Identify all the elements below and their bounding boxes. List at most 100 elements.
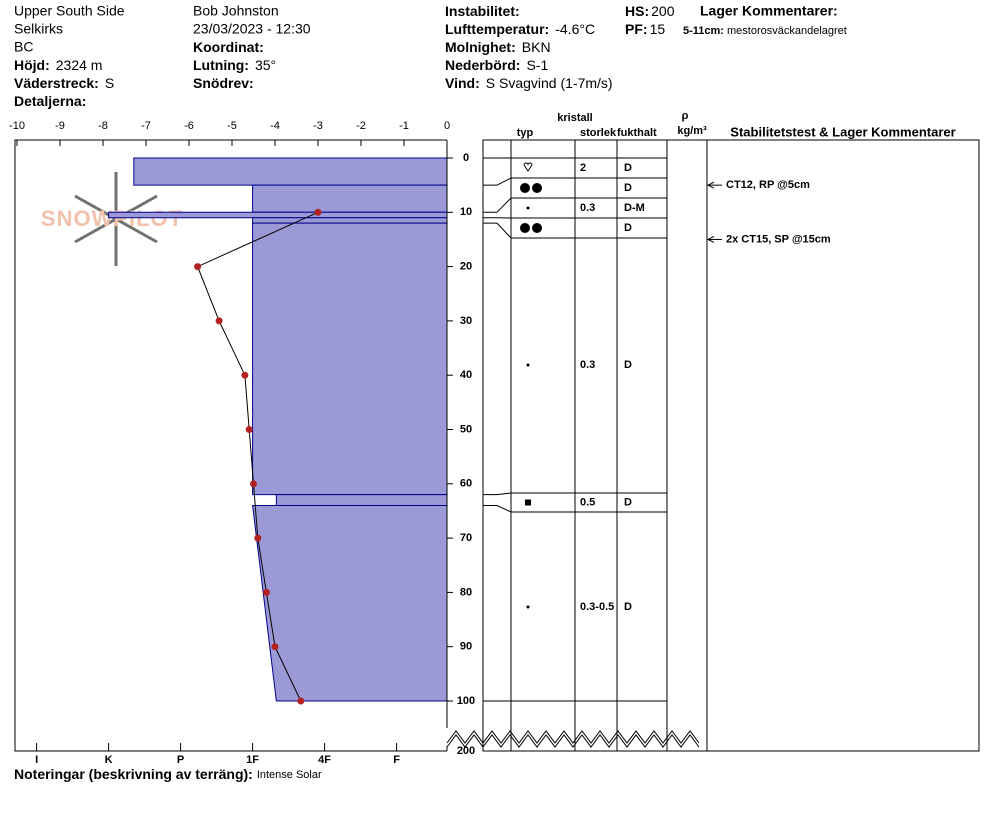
y-tick-label: 50 <box>460 423 472 435</box>
site-line: Upper South Side <box>14 3 125 19</box>
site-line: BC <box>14 39 33 55</box>
table-header: kg/m³ <box>677 125 707 137</box>
layer-comments-title: Lager Kommentarer: <box>700 3 838 19</box>
field-label: Lufttemperatur: <box>445 21 549 37</box>
field: Vind: S Svagvind (1-7m/s) <box>445 75 613 91</box>
grain-icon <box>526 363 530 367</box>
layer-connector <box>483 197 667 213</box>
y-tick-label: 40 <box>460 369 472 381</box>
temperature-point <box>297 697 305 705</box>
hardness-layer <box>108 211 448 219</box>
y-tick-label: 10 <box>460 206 472 218</box>
y-tick-label: 200 <box>457 745 475 757</box>
logo: SNOWPILOT <box>41 172 183 266</box>
field-value: 2324 m <box>56 57 103 73</box>
field: PF: 15 <box>625 21 665 37</box>
moisture: D <box>624 601 632 613</box>
axis-break <box>446 730 700 744</box>
field-label: Lutning: <box>193 57 249 73</box>
moisture: D <box>624 359 632 371</box>
hardness-label: F <box>393 754 400 766</box>
temperature-point <box>254 534 262 542</box>
temperature-point <box>241 371 249 379</box>
hardness-layer <box>252 184 448 213</box>
table-header: typ <box>517 127 534 139</box>
notes-value: Intense Solar <box>257 769 322 781</box>
grain-icon <box>523 186 527 190</box>
hardness-label: P <box>177 754 184 766</box>
observer: Bob Johnston <box>193 3 279 19</box>
table-header: kristall <box>557 112 592 124</box>
hardness-layer <box>275 494 448 507</box>
layer-comment-value: mestorosväckandelagret <box>727 25 847 37</box>
table-frame <box>482 139 980 752</box>
field-label: Väderstreck: <box>14 75 99 91</box>
hardness-label: 4F <box>318 754 331 766</box>
logo-text: SNOWPILOT <box>41 206 183 231</box>
field-label: Koordinat: <box>193 39 264 55</box>
x-tick-label: -3 <box>313 120 323 132</box>
layer-connector <box>483 492 667 496</box>
temperature-point <box>314 208 322 216</box>
y-tick-label: 80 <box>460 586 472 598</box>
test-arrowhead <box>706 236 715 243</box>
crystal-size: 0.3 <box>580 202 595 214</box>
x-tick-label: -4 <box>270 120 280 132</box>
x-tick-label: -5 <box>227 120 237 132</box>
field: Snödrev: <box>193 75 254 91</box>
y-tick-label: 0 <box>463 152 469 164</box>
snowflake <box>74 172 158 266</box>
x-tick-label: -2 <box>356 120 366 132</box>
hardness-layer <box>133 157 448 186</box>
grain-icon <box>523 226 527 230</box>
grain-icon <box>523 162 533 172</box>
notes: Noteringar (beskrivning av terräng): Inte… <box>14 766 322 782</box>
field-value: S <box>105 75 114 91</box>
datetime: 23/03/2023 - 12:30 <box>193 21 311 37</box>
y-tick-label: 60 <box>460 478 472 490</box>
field-label: Vind: <box>445 75 480 91</box>
moisture: D <box>624 222 632 234</box>
table-header: ρ <box>682 110 689 122</box>
x-tick-label: -8 <box>98 120 108 132</box>
y-tick-label: 30 <box>460 315 472 327</box>
test-text: 2x CT15, SP @15cm <box>726 233 831 245</box>
y-tick-label: 100 <box>457 695 475 707</box>
hardness-layer <box>252 222 448 496</box>
field-value: -4.6°C <box>555 21 595 37</box>
hardness-layer <box>252 505 448 702</box>
test-arrowhead <box>706 181 715 189</box>
field: HS: 200 <box>625 3 675 19</box>
temperature-point <box>194 263 202 271</box>
field: Väderstreck: S <box>14 75 114 91</box>
layer-comment: 5-11cm: mestorosväckandelagret <box>683 25 847 37</box>
table-header: fukthalt <box>617 127 657 139</box>
temperature-point <box>250 480 257 488</box>
hardness-label: K <box>105 754 113 766</box>
axis-break <box>446 734 700 748</box>
grain-icon <box>535 186 539 190</box>
field: Instabilitet: <box>445 3 520 19</box>
field-label: Nederbörd: <box>445 57 520 73</box>
x-tick-label: -7 <box>141 120 151 132</box>
hardness-layer <box>252 217 448 224</box>
moisture: D-M <box>624 202 645 214</box>
moisture: D <box>624 496 632 508</box>
grain-icon <box>526 206 530 210</box>
field-value: 15 <box>650 21 666 37</box>
field: Lutning: 35° <box>193 57 276 73</box>
field-label: HS: <box>625 3 649 19</box>
temperature-line <box>196 211 319 702</box>
field-label: Detaljerna: <box>14 93 86 109</box>
field: Lufttemperatur: -4.6°C <box>445 21 595 37</box>
test-text: CT12, RP @5cm <box>726 179 810 191</box>
field-value: S Svagvind (1-7m/s) <box>486 75 613 91</box>
grain-icon <box>526 605 530 609</box>
table-header: Stabilitetstest & Lager Kommentarer <box>730 124 955 139</box>
hardness-label: 1F <box>246 754 259 766</box>
field: Detaljerna: <box>14 93 86 109</box>
field: Nederbörd: S-1 <box>445 57 548 73</box>
y-tick-label: 20 <box>460 261 472 273</box>
hardness-label: I <box>35 754 38 766</box>
